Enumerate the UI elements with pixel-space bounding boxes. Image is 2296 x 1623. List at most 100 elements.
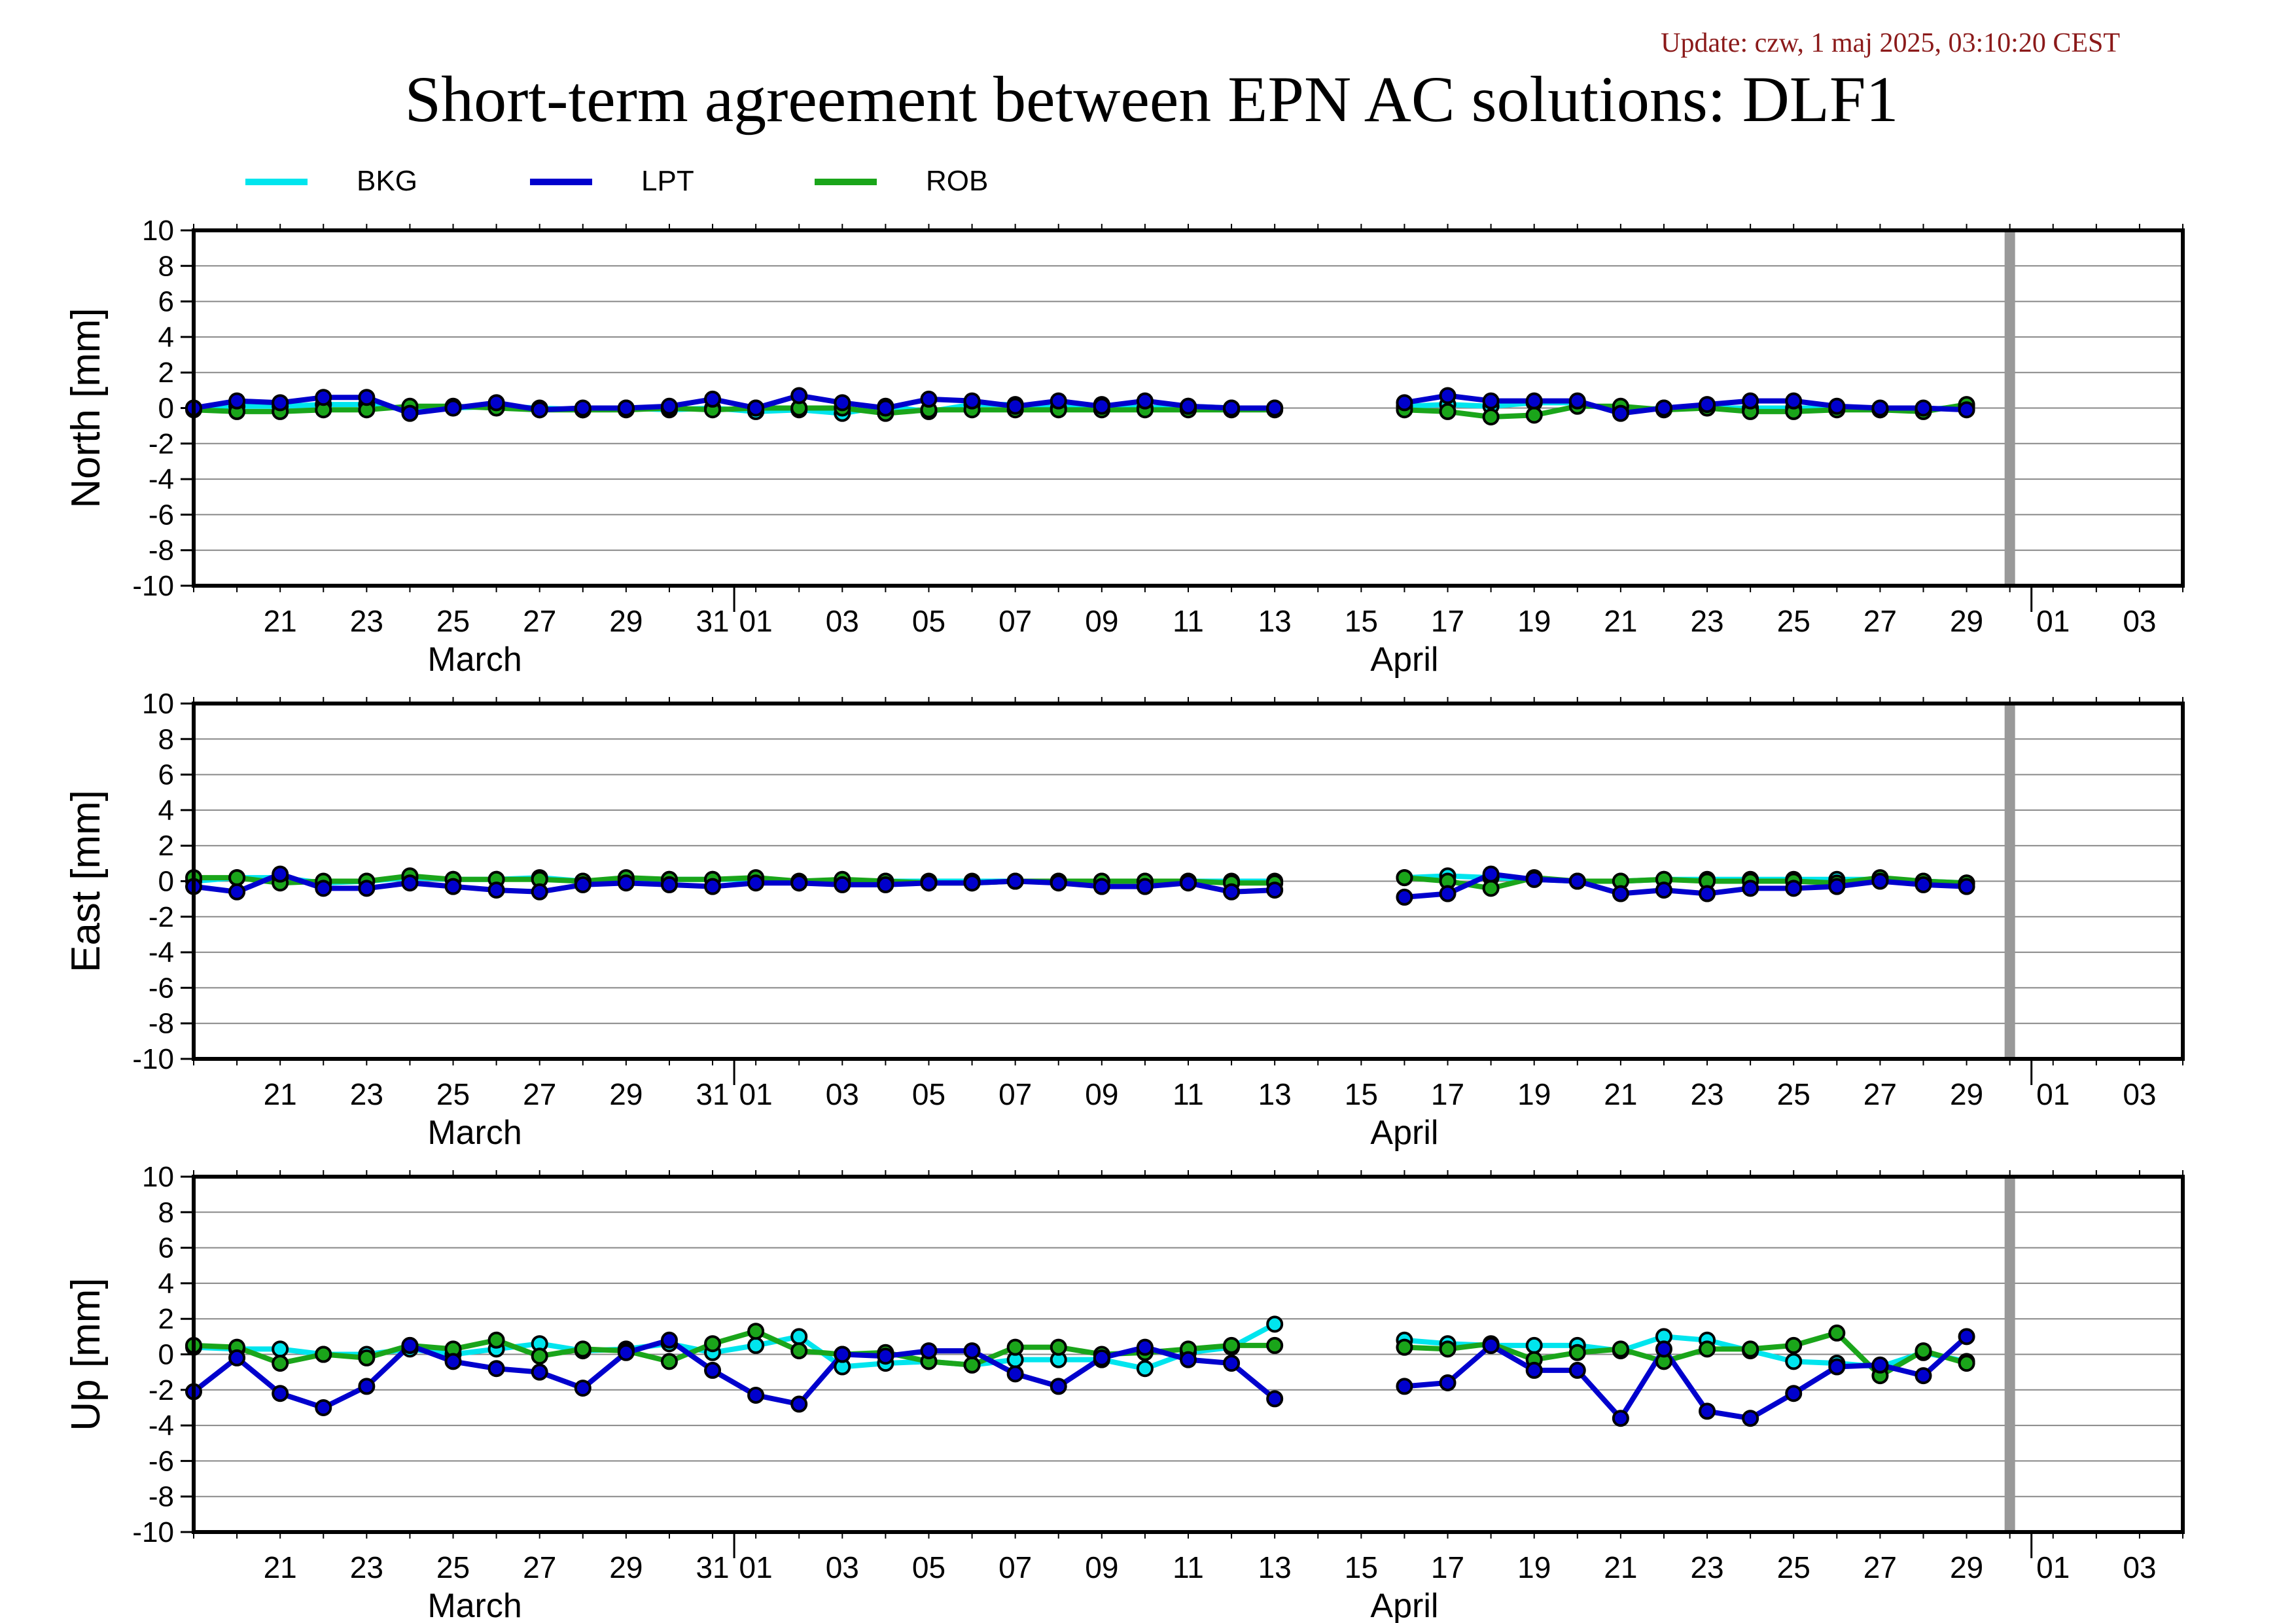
data-point-lpt: [487, 394, 505, 412]
data-point-rob: [1396, 869, 1413, 887]
data-point-rob: [315, 1346, 332, 1363]
data-point-lpt: [531, 883, 548, 901]
data-point-bkg: [790, 1328, 808, 1346]
x-tick-label: 25: [436, 604, 470, 638]
data-point-lpt: [1266, 882, 1284, 899]
y-tick-label: -4: [149, 463, 174, 495]
data-point-lpt: [1006, 1365, 1024, 1383]
data-point-lpt: [1785, 880, 1803, 897]
y-tick-label: 8: [158, 723, 174, 755]
data-point-lpt: [1958, 1328, 1975, 1346]
data-point-lpt: [1828, 1358, 1846, 1376]
data-point-lpt: [1871, 872, 1889, 890]
x-tick-label: 25: [1777, 1077, 1810, 1111]
data-point-lpt: [1266, 399, 1284, 417]
month-label-april: April: [1370, 1587, 1438, 1623]
data-point-lpt: [1266, 1390, 1284, 1408]
data-point-lpt: [1180, 397, 1197, 415]
data-point-lpt: [531, 1363, 548, 1381]
x-tick-label: 21: [1604, 1550, 1637, 1584]
x-tick-label: 25: [436, 1550, 470, 1584]
x-tick-label: 11: [1173, 604, 1204, 638]
y-tick-label: -8: [149, 535, 174, 567]
data-point-rob: [1266, 1336, 1284, 1354]
data-point-lpt: [272, 394, 289, 412]
data-point-lpt: [1568, 392, 1586, 410]
x-tick-label: 29: [1950, 1077, 1983, 1111]
x-tick-label: 09: [1085, 1550, 1118, 1584]
data-point-lpt: [660, 397, 678, 415]
x-tick-label: 13: [1258, 604, 1292, 638]
y-tick-label: 6: [158, 1232, 174, 1264]
data-point-rob: [1785, 1336, 1803, 1354]
data-point-lpt: [1871, 1356, 1889, 1374]
data-point-lpt: [1742, 880, 1759, 897]
data-point-rob: [1828, 1324, 1846, 1342]
data-point-lpt: [1568, 1361, 1586, 1379]
data-point-lpt: [834, 1346, 851, 1363]
plot-frame: [192, 1175, 2185, 1534]
y-tick-label: 10: [142, 215, 174, 247]
data-point-rob: [1396, 1338, 1413, 1356]
data-point-lpt: [1050, 1378, 1067, 1395]
data-point-lpt: [790, 874, 808, 892]
y-tick-label: -8: [149, 1481, 174, 1513]
plot-frame: [192, 228, 2185, 588]
data-point-lpt: [747, 1386, 765, 1404]
data-point-bkg: [1136, 1360, 1154, 1378]
data-point-lpt: [574, 876, 592, 893]
x-tick-label: 27: [1863, 1550, 1897, 1584]
x-tick-label: 29: [609, 604, 643, 638]
data-point-lpt: [358, 880, 376, 897]
data-point-rob: [1612, 1340, 1629, 1358]
data-point-lpt: [1093, 1349, 1110, 1366]
x-tick-label: 05: [912, 604, 945, 638]
data-point-rob: [704, 1335, 722, 1353]
data-point-lpt: [963, 874, 981, 892]
y-tick-label: 0: [158, 1339, 174, 1371]
data-point-lpt: [315, 880, 332, 897]
data-point-rob: [1050, 1338, 1067, 1356]
legend: BKG LPT ROB: [245, 165, 988, 197]
data-point-lpt: [1093, 878, 1110, 895]
data-point-lpt: [1828, 397, 1846, 415]
x-tick-label: 07: [998, 1077, 1032, 1111]
y-tick-label: -6: [149, 972, 174, 1004]
x-tick-label: 21: [1604, 1077, 1637, 1111]
legend-label-rob: ROB: [926, 165, 988, 197]
data-point-lpt: [1180, 1351, 1197, 1368]
data-point-lpt: [1396, 888, 1413, 906]
x-tick-label: 23: [1690, 604, 1723, 638]
x-tick-label: 03: [826, 1550, 859, 1584]
month-label-march: March: [427, 641, 521, 679]
x-tick-label: 09: [1085, 1077, 1118, 1111]
data-point-rob: [531, 1347, 548, 1365]
x-tick-label: 27: [523, 604, 556, 638]
data-point-bkg: [1785, 1353, 1803, 1370]
y-tick-label: -6: [149, 499, 174, 531]
data-point-lpt: [1525, 1361, 1543, 1379]
month-label-march: March: [427, 1587, 521, 1623]
y-tick-label: 6: [158, 759, 174, 791]
current-date-marker: [2004, 230, 2015, 586]
data-point-lpt: [401, 874, 419, 892]
data-point-lpt: [1655, 1340, 1672, 1358]
data-point-lpt: [1915, 876, 1932, 893]
data-point-lpt: [920, 1342, 938, 1360]
y-tick-label: -10: [132, 570, 174, 602]
x-tick-label: 13: [1258, 1550, 1292, 1584]
data-point-lpt: [1828, 878, 1846, 895]
y-tick-label: 4: [158, 794, 174, 827]
plot-frame: [192, 702, 2185, 1061]
x-tick-label: 15: [1345, 1550, 1378, 1584]
data-point-lpt: [228, 883, 246, 901]
x-tick-label: 05: [912, 1550, 945, 1584]
data-point-rob: [1742, 1340, 1759, 1358]
data-point-lpt: [1180, 874, 1197, 892]
y-tick-label: 4: [158, 321, 174, 353]
data-point-lpt: [704, 878, 722, 895]
data-point-lpt: [1699, 1402, 1716, 1420]
data-point-lpt: [1655, 882, 1672, 899]
y-tick-label: 4: [158, 1268, 174, 1300]
